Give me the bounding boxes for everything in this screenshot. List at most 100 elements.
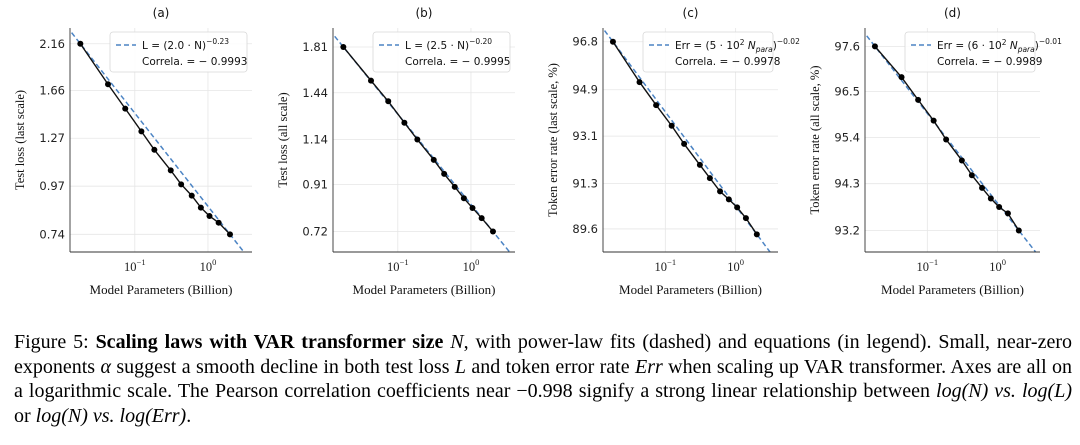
- caption-text-4: when scaling up VAR transformer. Axes ar…: [14, 355, 1073, 403]
- x-tick-base: 10: [917, 260, 930, 274]
- y-tick-label: 97.6: [834, 39, 860, 53]
- y-tick-label: 1.44: [302, 86, 328, 100]
- data-point: [469, 204, 476, 211]
- x-tick-base: 10: [989, 260, 1002, 274]
- caption-eq-2: log(N) vs. log(Err): [35, 404, 187, 427]
- data-point: [915, 96, 922, 103]
- x-tick-exp: 0: [740, 257, 744, 267]
- legend-fit-exp: −0.20: [469, 37, 492, 46]
- data-point: [742, 215, 749, 222]
- legend-correlation: Correla. = − 0.9993: [142, 56, 247, 68]
- data-point: [460, 195, 467, 202]
- x-tick-base: 10: [727, 260, 740, 274]
- y-tick-label: 1.14: [302, 133, 328, 147]
- caption-eq-1: log(N) vs. log(L): [936, 380, 1072, 402]
- data-point: [609, 38, 616, 45]
- data-point: [1004, 210, 1011, 217]
- y-tick-label: 96.5: [834, 85, 860, 99]
- data-point: [197, 204, 204, 211]
- y-axis-label: Test loss (last scale): [13, 90, 27, 190]
- y-axis-label: Token error rate (last scale, %): [546, 63, 560, 217]
- y-tick-label: 93.2: [834, 224, 860, 238]
- legend-fit-text: L = (2.5 · N): [405, 40, 469, 52]
- caption-bold-title: Scaling laws with VAR transformer size: [95, 331, 444, 353]
- data-point: [668, 122, 675, 129]
- data-point: [996, 204, 1003, 211]
- data-point: [968, 172, 975, 179]
- x-tick-exp: 0: [475, 257, 479, 267]
- caption-text-3: and token error rate: [465, 355, 630, 378]
- data-point: [871, 43, 878, 50]
- x-tick-label: 10−1: [387, 257, 409, 274]
- data-point: [987, 195, 994, 202]
- y-tick-label: 95.4: [834, 130, 860, 144]
- data-point: [430, 156, 437, 163]
- data-point: [943, 136, 950, 143]
- legend-fit-text: L = (2.0 · N): [142, 40, 206, 52]
- data-point: [368, 77, 375, 84]
- data-point: [441, 170, 448, 177]
- y-tick-label: 0.97: [39, 179, 65, 193]
- legend-fit-end: ): [1035, 40, 1039, 52]
- x-tick-label: 10−1: [917, 257, 939, 274]
- y-tick-label: 89.6: [572, 222, 598, 236]
- y-tick-label: 0.74: [39, 227, 65, 241]
- y-tick-label: 93.1: [572, 129, 598, 143]
- legend-fit-exp: −0.02: [777, 37, 800, 46]
- data-point: [188, 192, 195, 199]
- x-axis-label: Model Parameters (Billion): [353, 282, 496, 297]
- data-point: [122, 105, 129, 112]
- x-axis-label: Model Parameters (Billion): [90, 282, 233, 297]
- data-point: [930, 117, 937, 124]
- x-tick-base: 10: [200, 260, 213, 274]
- fit-line: [865, 32, 1037, 252]
- legend-correlation: Correla. = − 0.9995: [405, 56, 510, 68]
- legend-fit-end: ): [773, 40, 777, 52]
- y-tick-label: 1.81: [302, 40, 328, 54]
- legend-fit-sup: 2: [1002, 38, 1007, 47]
- legend-fit-label: Err = (6 · 102 Npara)−0.01: [937, 37, 1062, 54]
- data-point: [696, 161, 703, 168]
- data-point: [734, 204, 741, 211]
- x-tick-label: 100: [727, 257, 744, 274]
- caption-alpha: α: [100, 355, 111, 378]
- data-point: [681, 140, 688, 147]
- panel-title: (c): [683, 6, 699, 20]
- x-tick-exp: −1: [667, 257, 676, 267]
- caption-var-err: Err: [635, 355, 663, 378]
- legend-correlation: Correla. = − 0.9989: [937, 56, 1042, 68]
- data-point: [340, 43, 347, 50]
- x-tick-label: 10−1: [124, 257, 146, 274]
- data-point: [206, 213, 213, 220]
- legend-fit-text: Err = (6 · 10: [937, 40, 1002, 52]
- y-tick-label: 94.3: [834, 177, 860, 191]
- legend-fit-sub: para: [1017, 45, 1035, 54]
- legend-fit-label: L = (2.0 · N)−0.23: [142, 37, 229, 52]
- data-point: [636, 79, 643, 86]
- legend-fit-sub: para: [755, 45, 773, 54]
- y-axis-label: Token error rate (all scale, %): [808, 65, 822, 214]
- data-point: [478, 215, 485, 222]
- legend-fit-exp: −0.23: [206, 37, 229, 46]
- x-axis-label: Model Parameters (Billion): [619, 282, 762, 297]
- legend-box: [372, 31, 511, 73]
- legend-box: [109, 31, 248, 73]
- data-point: [489, 228, 496, 235]
- data-point: [105, 81, 112, 88]
- x-tick-exp: −1: [137, 257, 146, 267]
- caption-end: .: [186, 404, 192, 427]
- caption-text-1: , with power-law fits (dashed) and equat…: [14, 331, 1073, 378]
- legend-fit-label: Err = (5 · 102 Npara)−0.02: [675, 37, 800, 54]
- legend-fit-exp: −0.01: [1039, 37, 1062, 46]
- y-tick-label: 1.27: [39, 131, 65, 145]
- x-tick-label: 100: [463, 257, 480, 274]
- data-point: [706, 175, 713, 182]
- y-tick-label: 0.91: [302, 178, 328, 192]
- data-point: [717, 188, 724, 195]
- y-tick-label: 91.3: [572, 176, 598, 190]
- y-tick-label: 94.9: [572, 83, 598, 97]
- x-tick-label: 10−1: [655, 257, 677, 274]
